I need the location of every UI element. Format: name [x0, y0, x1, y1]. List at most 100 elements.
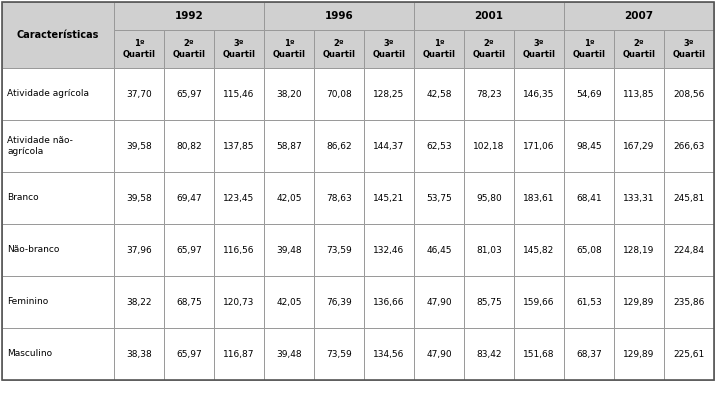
Text: 144,37: 144,37 [373, 142, 405, 151]
Bar [664, 224, 714, 276]
Bar [514, 30, 564, 68]
Bar [164, 120, 214, 172]
Bar [364, 276, 414, 328]
Text: 113,85: 113,85 [623, 90, 655, 98]
Text: 128,19: 128,19 [623, 246, 655, 254]
Text: 128,25: 128,25 [373, 90, 405, 98]
Bar [364, 30, 414, 68]
Text: 2º
Quartil: 2º Quartil [623, 39, 656, 59]
Bar [114, 224, 164, 276]
Bar [314, 328, 364, 380]
Text: 98,45: 98,45 [576, 142, 602, 151]
Text: Atividade não-
agrícola: Atividade não- agrícola [7, 136, 73, 156]
Bar [314, 224, 364, 276]
Text: 65,97: 65,97 [176, 349, 202, 359]
Bar [364, 120, 414, 172]
Bar [614, 224, 664, 276]
Text: 171,06: 171,06 [523, 142, 555, 151]
Text: 151,68: 151,68 [523, 349, 555, 359]
Text: 3º
Quartil: 3º Quartil [372, 39, 406, 59]
Bar [414, 2, 564, 30]
Bar [664, 68, 714, 120]
Text: 62,53: 62,53 [426, 142, 452, 151]
Bar [2, 2, 114, 68]
Bar [264, 2, 414, 30]
Bar [564, 68, 614, 120]
Bar [214, 172, 264, 224]
Text: 136,66: 136,66 [373, 298, 405, 307]
Text: 123,45: 123,45 [223, 193, 254, 203]
Bar [364, 172, 414, 224]
Text: 116,87: 116,87 [223, 349, 254, 359]
Bar [114, 30, 164, 68]
Text: 2º
Quartil: 2º Quartil [322, 39, 356, 59]
Bar [414, 120, 464, 172]
Bar [564, 328, 614, 380]
Text: 1º
Quartil: 1º Quartil [273, 39, 306, 59]
Bar [264, 172, 314, 224]
Text: 39,48: 39,48 [276, 349, 301, 359]
Text: 1º
Quartil: 1º Quartil [122, 39, 155, 59]
Bar [264, 328, 314, 380]
Bar [214, 224, 264, 276]
Text: 1º
Quartil: 1º Quartil [573, 39, 605, 59]
Text: Características: Características [17, 30, 99, 40]
Bar [514, 328, 564, 380]
Text: 266,63: 266,63 [673, 142, 705, 151]
Bar [214, 276, 264, 328]
Text: 167,29: 167,29 [623, 142, 655, 151]
Bar [564, 276, 614, 328]
Text: 39,58: 39,58 [126, 142, 152, 151]
Text: 83,42: 83,42 [476, 349, 502, 359]
Bar [164, 328, 214, 380]
Text: 47,90: 47,90 [426, 298, 452, 307]
Bar [264, 120, 314, 172]
Text: 1992: 1992 [175, 11, 203, 21]
Bar [264, 224, 314, 276]
Bar [2, 172, 114, 224]
Text: 68,75: 68,75 [176, 298, 202, 307]
Text: 159,66: 159,66 [523, 298, 555, 307]
Text: 1996: 1996 [325, 11, 354, 21]
Bar [314, 68, 364, 120]
Text: 81,03: 81,03 [476, 246, 502, 254]
Bar [614, 328, 664, 380]
Text: 78,63: 78,63 [326, 193, 352, 203]
Text: 132,46: 132,46 [373, 246, 405, 254]
Text: 1º
Quartil: 1º Quartil [422, 39, 455, 59]
Bar [364, 224, 414, 276]
Bar [614, 120, 664, 172]
Bar [114, 328, 164, 380]
Text: 225,61: 225,61 [673, 349, 705, 359]
Bar [614, 276, 664, 328]
Text: 134,56: 134,56 [373, 349, 405, 359]
Bar [114, 120, 164, 172]
Bar [464, 120, 514, 172]
Text: 2º
Quartil: 2º Quartil [473, 39, 505, 59]
Text: 102,18: 102,18 [474, 142, 505, 151]
Text: 42,05: 42,05 [276, 298, 301, 307]
Bar [164, 30, 214, 68]
Text: 73,59: 73,59 [326, 349, 352, 359]
Bar [514, 172, 564, 224]
Bar [564, 172, 614, 224]
Text: 133,31: 133,31 [623, 193, 655, 203]
Bar [314, 172, 364, 224]
Bar [564, 2, 714, 30]
Bar [614, 30, 664, 68]
Bar [414, 172, 464, 224]
Text: 3º
Quartil: 3º Quartil [672, 39, 706, 59]
Bar [564, 224, 614, 276]
Text: 65,97: 65,97 [176, 246, 202, 254]
Bar [664, 276, 714, 328]
Bar [414, 68, 464, 120]
Bar [514, 68, 564, 120]
Bar [164, 172, 214, 224]
Bar [414, 276, 464, 328]
Text: 68,37: 68,37 [576, 349, 602, 359]
Bar [2, 120, 114, 172]
Bar [514, 276, 564, 328]
Text: 42,05: 42,05 [276, 193, 301, 203]
Text: 129,89: 129,89 [623, 349, 655, 359]
Bar [164, 276, 214, 328]
